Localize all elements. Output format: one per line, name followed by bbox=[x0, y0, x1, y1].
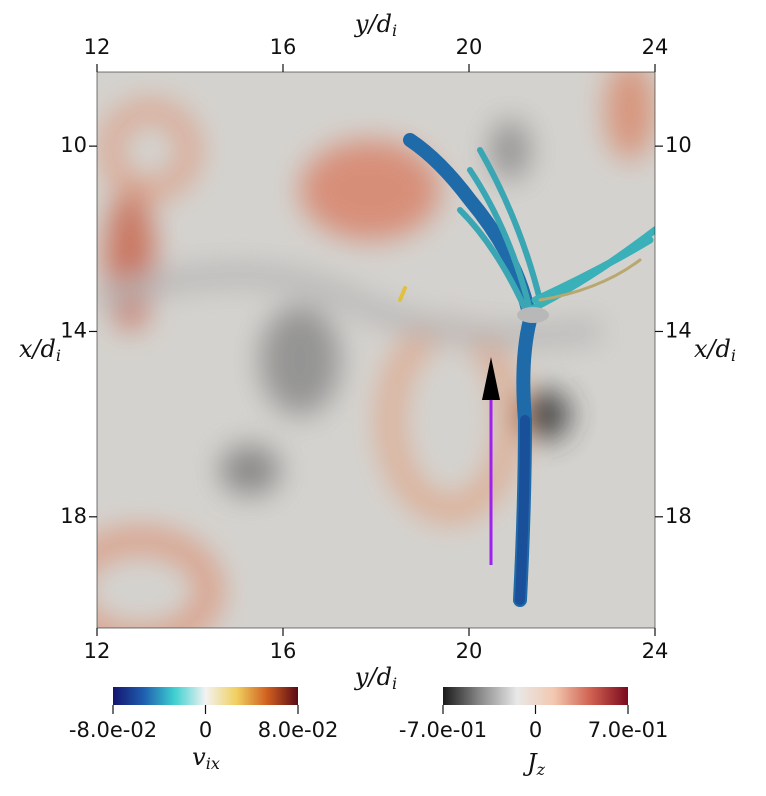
x-tick-label: 16 bbox=[270, 639, 297, 663]
y-tick-label: 14 bbox=[60, 318, 87, 342]
y-axis-label-left: x/di bbox=[19, 335, 61, 365]
colorbar bbox=[113, 687, 298, 705]
colorbar-tick-label: 0 bbox=[199, 718, 212, 742]
x-axis-label-top: y/di bbox=[354, 10, 397, 40]
y-tick-label: 18 bbox=[665, 504, 692, 528]
field-image bbox=[97, 72, 655, 628]
x-tick-label: 12 bbox=[84, 35, 111, 59]
colorbar-tick-label: -8.0e-02 bbox=[69, 718, 157, 742]
x-tick-label: 24 bbox=[642, 35, 669, 59]
plot-frame bbox=[96, 71, 656, 629]
x-tick-label: 20 bbox=[456, 35, 483, 59]
y-tick-label: 14 bbox=[665, 318, 692, 342]
streamlines bbox=[398, 133, 655, 607]
x-tick-label: 20 bbox=[456, 639, 483, 663]
colorbar-label: Jz bbox=[522, 749, 546, 779]
colorbar-tick-label: 7.0e-01 bbox=[588, 718, 669, 742]
y-axis-label-right: x/di bbox=[694, 335, 736, 365]
x-tick-label: 12 bbox=[84, 639, 111, 663]
arrow-head bbox=[482, 357, 500, 400]
colorbar-tick-label: 8.0e-02 bbox=[258, 718, 339, 742]
colorbar bbox=[443, 687, 628, 705]
y-tick-label: 10 bbox=[665, 133, 692, 157]
colorbar-label: vix bbox=[192, 743, 220, 773]
x-tick-label: 16 bbox=[270, 35, 297, 59]
x-tick-label: 24 bbox=[642, 639, 669, 663]
y-tick-label: 10 bbox=[60, 133, 87, 157]
colorbar-tick-label: 0 bbox=[529, 718, 542, 742]
colorbar-tick-label: -7.0e-01 bbox=[399, 718, 487, 742]
y-tick-label: 18 bbox=[60, 504, 87, 528]
x-axis-label-bottom: y/di bbox=[354, 663, 397, 693]
